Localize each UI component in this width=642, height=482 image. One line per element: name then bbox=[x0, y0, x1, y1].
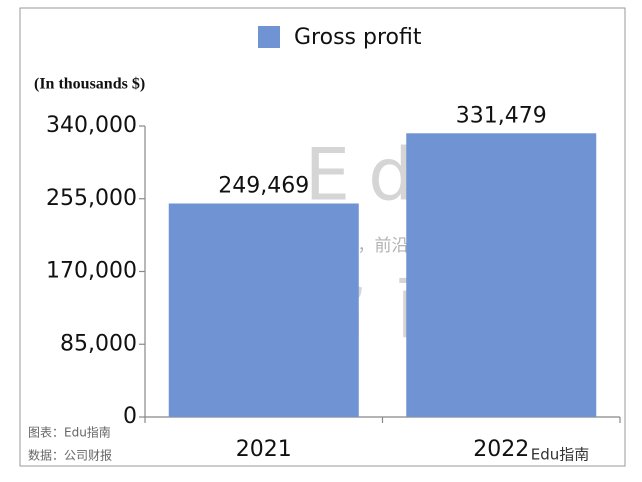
chart-frame bbox=[19, 7, 626, 467]
y-axis-label: (In thousands $) bbox=[34, 76, 145, 93]
y-tick-label: 85,000 bbox=[60, 331, 137, 356]
x-tick-label: 2022 bbox=[473, 437, 529, 462]
source-note: 图表：Edu指南 bbox=[28, 425, 111, 440]
bar bbox=[168, 203, 359, 417]
x-tick-label: 2021 bbox=[236, 437, 292, 462]
source-note: 数据：公司财报 bbox=[28, 448, 112, 463]
y-tick-label: 0 bbox=[123, 404, 137, 429]
bar bbox=[406, 133, 597, 417]
y-tick-label: 255,000 bbox=[46, 186, 137, 211]
value-label: 331,479 bbox=[456, 103, 547, 128]
value-label: 249,469 bbox=[218, 173, 309, 198]
y-tick-label: 170,000 bbox=[46, 259, 137, 284]
y-tick-label: 340,000 bbox=[46, 113, 137, 138]
brand-note: Edu指南 bbox=[531, 446, 590, 464]
legend-label: Gross profit bbox=[294, 25, 422, 50]
legend-swatch bbox=[258, 26, 280, 48]
